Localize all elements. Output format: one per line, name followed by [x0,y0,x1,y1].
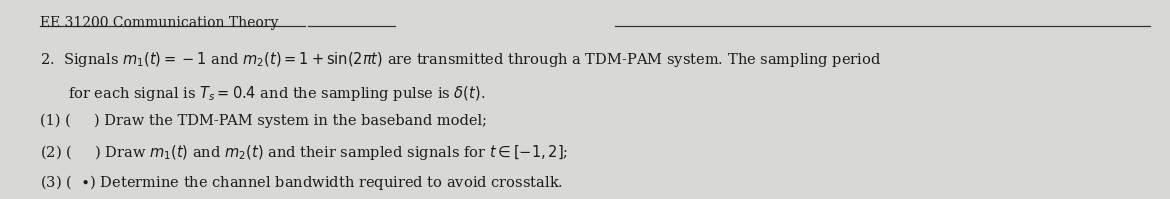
Text: 2.  Signals $m_1(t) = -1$ and $m_2(t) = 1 + \sin(2\pi t)$ are transmitted throug: 2. Signals $m_1(t) = -1$ and $m_2(t) = 1… [40,50,881,69]
Text: (2) (     ) Draw $m_1(t)$ and $m_2(t)$ and their sampled signals for $t \in [-1,: (2) ( ) Draw $m_1(t)$ and $m_2(t)$ and t… [40,143,569,162]
Text: for each signal is $T_s = 0.4$ and the sampling pulse is $\delta(t)$.: for each signal is $T_s = 0.4$ and the s… [68,84,486,102]
Text: (1) (     ) Draw the TDM-PAM system in the baseband model;: (1) ( ) Draw the TDM-PAM system in the b… [40,113,487,128]
Text: (3) (  $\bullet$) Determine the channel bandwidth required to avoid crosstalk.: (3) ( $\bullet$) Determine the channel b… [40,173,563,192]
Text: EE 31200 Communication Theory: EE 31200 Communication Theory [40,16,278,30]
